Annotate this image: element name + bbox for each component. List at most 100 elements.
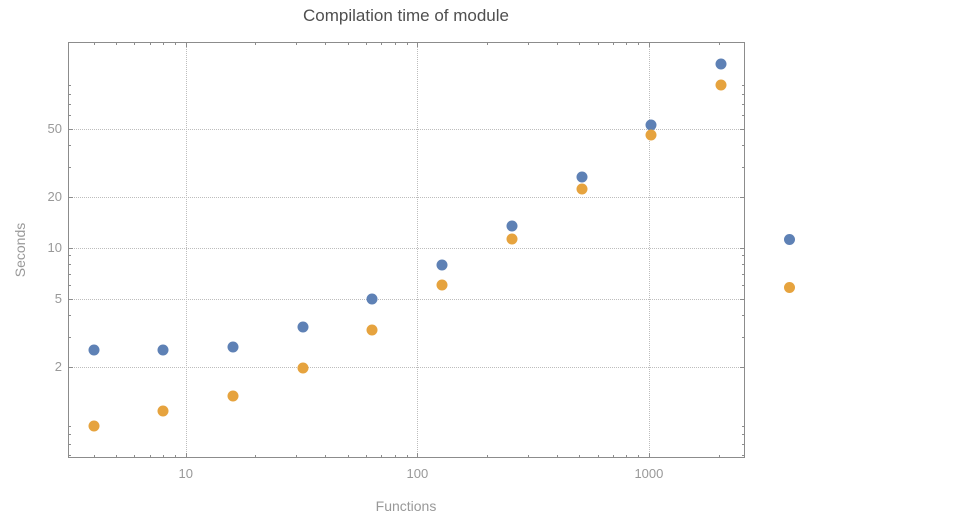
tick-mark [68,274,71,276]
tick-mark [742,94,745,96]
gridline [185,42,187,458]
x-axis-label: Functions [375,498,437,514]
tick-mark [68,434,71,436]
tick-mark [381,42,383,45]
tick-mark [365,455,367,458]
tick-mark [742,85,745,87]
data-point [436,259,448,271]
tick-mark [597,42,599,45]
tick-mark [134,455,136,458]
tick-mark [718,42,720,45]
tick-mark [68,336,71,338]
tick-mark [394,455,396,458]
data-point [645,119,657,131]
tick-mark [93,42,95,45]
tick-mark [742,166,745,168]
tick-mark [255,455,257,458]
tick-mark [68,455,71,457]
legend-entry [784,282,795,293]
tick-mark [742,264,745,266]
tick-mark [68,115,71,117]
tick-mark [325,455,327,458]
tick-mark [626,455,628,458]
tick-mark [68,103,71,105]
tick-mark [417,42,419,47]
tick-mark [68,128,73,130]
tick-mark [597,455,599,458]
tick-mark [163,42,165,45]
tick-mark [718,455,720,458]
tick-mark [149,42,151,45]
gridline [68,298,745,300]
tick-mark [175,455,177,458]
tick-mark [742,285,745,287]
tick-mark [116,455,118,458]
tick-label: 100 [406,466,429,481]
tick-mark [325,42,327,45]
data-point [506,233,518,245]
data-point [366,324,378,336]
data-point [506,220,518,232]
tick-mark [742,425,745,427]
legend-swatch [784,234,795,245]
tick-label: 50 [47,120,62,136]
tick-mark [68,366,73,368]
tick-mark [527,42,529,45]
tick-mark [68,247,73,249]
tick-mark [149,455,151,458]
tick-mark [93,455,95,458]
data-point [88,420,100,432]
data-point [227,390,239,402]
tick-mark [68,166,71,168]
tick-mark [487,455,489,458]
tick-mark [68,444,71,446]
gridline [68,196,745,198]
data-point [576,183,588,195]
tick-mark [579,42,581,45]
tick-mark [68,145,71,147]
tick-label: 2 [54,358,62,374]
data-point [436,279,448,291]
data-point [157,405,169,417]
gridline [68,247,745,249]
tick-mark [648,453,650,458]
tick-mark [556,42,558,45]
data-point [297,362,309,374]
tick-mark [68,425,71,427]
tick-mark [68,285,71,287]
tick-mark [742,434,745,436]
tick-mark [406,42,408,45]
tick-mark [613,42,615,45]
data-point [88,344,100,356]
tick-mark [68,255,71,257]
tick-mark [638,455,640,458]
data-point [227,341,239,353]
tick-mark [185,453,187,458]
tick-mark [296,455,298,458]
tick-mark [255,42,257,45]
tick-mark [740,196,745,198]
data-point [715,58,727,70]
tick-mark [68,196,73,198]
tick-mark [487,42,489,45]
data-point [645,129,657,141]
tick-mark [742,115,745,117]
legend-entry [784,234,795,245]
tick-mark [68,298,73,300]
tick-mark [740,298,745,300]
tick-mark [68,264,71,266]
tick-mark [742,103,745,105]
tick-mark [365,42,367,45]
tick-mark [742,145,745,147]
tick-mark [742,255,745,257]
data-point [715,79,727,91]
tick-mark [68,94,71,96]
tick-label: 10 [47,239,62,255]
data-point [576,171,588,183]
data-point [366,293,378,305]
gridline [417,42,419,458]
tick-mark [742,455,745,457]
tick-mark [740,366,745,368]
tick-label: 5 [54,290,62,306]
